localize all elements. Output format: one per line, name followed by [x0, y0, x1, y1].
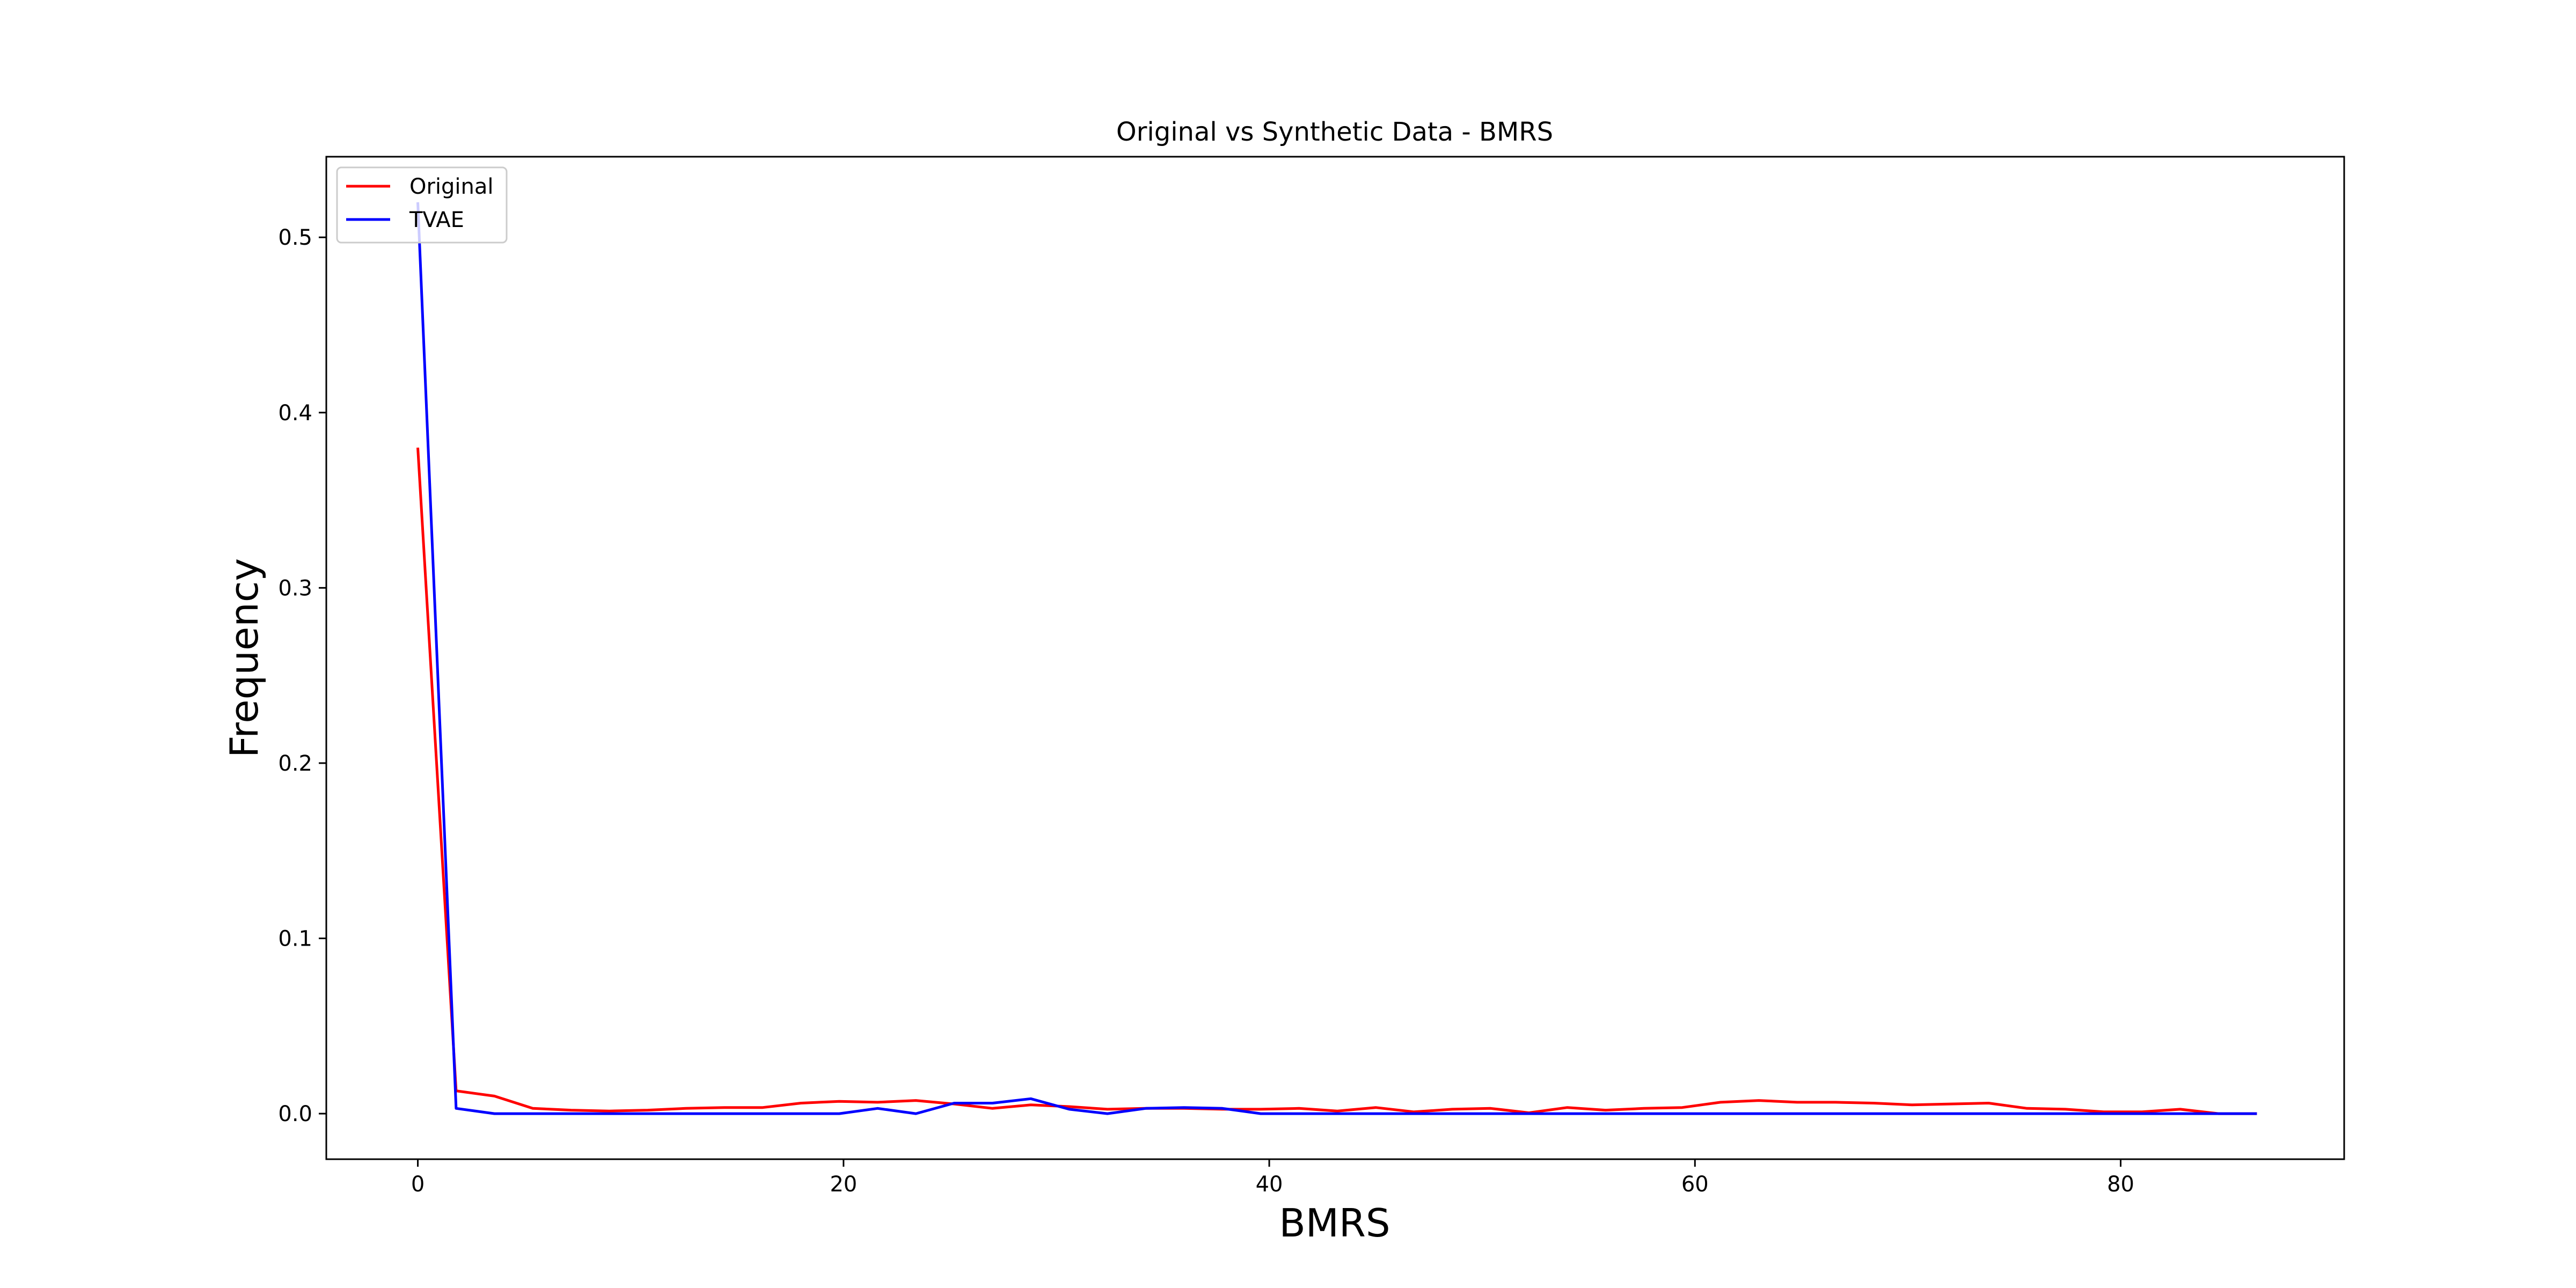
- y-tick-label: 0.3: [278, 576, 312, 601]
- x-tick-label: 60: [1681, 1172, 1709, 1197]
- x-tick-label: 80: [2107, 1172, 2134, 1197]
- series-line-original: [416, 447, 2257, 1115]
- plot-area-frame: [325, 156, 2345, 1160]
- legend: Original TVAE: [336, 166, 508, 244]
- y-axis-label: Frequency: [222, 558, 267, 758]
- legend-label-tvae: TVAE: [409, 208, 464, 232]
- x-axis: 0 20 40 60 80: [411, 1159, 2134, 1197]
- y-tick-label: 0.4: [278, 401, 312, 426]
- y-tick-label: 0.0: [278, 1102, 312, 1126]
- x-tick-label: 20: [830, 1172, 857, 1197]
- plot-lines: [416, 202, 2257, 1115]
- x-axis-label: BMRS: [1279, 1201, 1390, 1246]
- x-tick-label: 40: [1256, 1172, 1283, 1197]
- legend-label-original: Original: [409, 174, 494, 199]
- y-tick-label: 0.2: [278, 751, 312, 776]
- y-tick-label: 0.1: [278, 927, 312, 952]
- y-axis: 0.0 0.1 0.2 0.3 0.4 0.5: [278, 225, 326, 1126]
- y-tick-label: 0.5: [278, 225, 312, 250]
- series-line-tvae: [416, 202, 2257, 1115]
- chart-title: Original vs Synthetic Data - BMRS: [1116, 117, 1553, 147]
- x-tick-label: 0: [411, 1172, 425, 1197]
